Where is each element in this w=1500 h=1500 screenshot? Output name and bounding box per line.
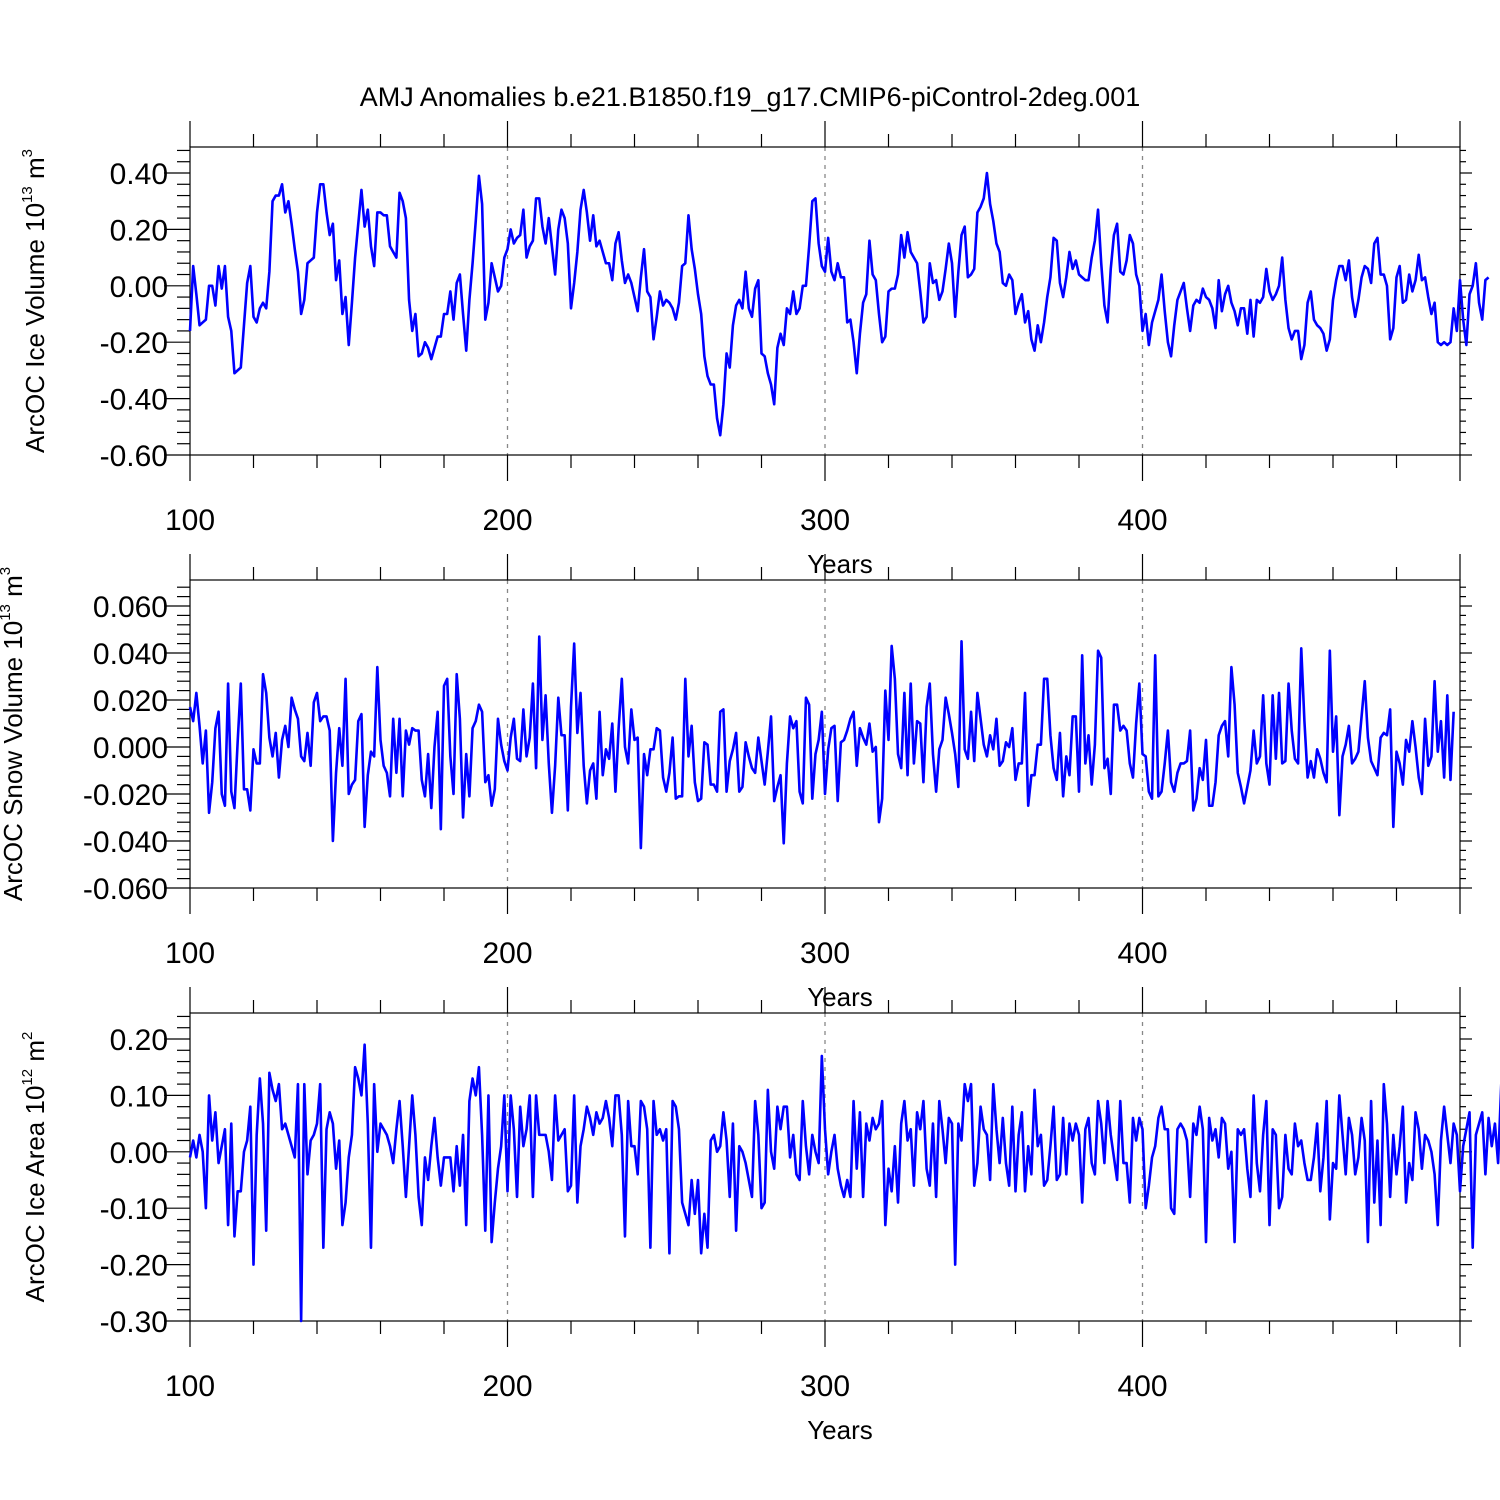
- x-tick-label: 200: [482, 1370, 532, 1403]
- x-tick-label: 100: [165, 504, 215, 537]
- series-line-1: [188, 1043, 1500, 1323]
- y-tick-label: 0.10: [110, 1080, 168, 1113]
- y-axis-label: ArcOC Ice Area 1012 m2: [19, 1032, 50, 1303]
- x-tick-label: 400: [1117, 1370, 1167, 1403]
- x-axis-label: Years: [807, 1415, 873, 1445]
- x-tick-label: 300: [800, 937, 850, 970]
- y-tick-label: -0.040: [83, 826, 168, 859]
- series-line-1: [188, 171, 1490, 437]
- y-tick-label: -0.060: [83, 873, 168, 906]
- x-tick-label: 200: [482, 504, 532, 537]
- series-line-1: [188, 635, 1455, 850]
- y-tick-label: 0.040: [93, 638, 168, 671]
- y-tick-label: -0.20: [100, 327, 168, 360]
- x-tick-label: 300: [800, 1370, 850, 1403]
- y-tick-label: -0.30: [100, 1306, 168, 1339]
- x-tick-label: 300: [800, 504, 850, 537]
- y-tick-label: 0.060: [93, 591, 168, 624]
- y-tick-label: -0.020: [83, 779, 168, 812]
- x-axis-label: Years: [807, 549, 873, 579]
- y-tick-label: -0.10: [100, 1193, 168, 1226]
- y-tick-label: -0.60: [100, 440, 168, 473]
- y-tick-label: 0.020: [93, 685, 168, 718]
- y-tick-label: 0.00: [110, 271, 168, 304]
- y-axis-label: ArcOC Ice Volume 1013 m3: [19, 149, 50, 453]
- panel-1: -0.60 -0.40 -0.20 0.00 0.20 0.40 100 200 300 400 Y…: [19, 121, 1490, 579]
- panel-2: -0.060 -0.040 -0.020 0.000 0.020 0.040 0.060 10…: [0, 554, 1472, 1012]
- x-tick-label: 100: [165, 937, 215, 970]
- y-tick-label: 0.00: [110, 1137, 168, 1170]
- y-tick-label: 0.20: [110, 1024, 168, 1057]
- x-axis-label: Years: [807, 982, 873, 1012]
- figure-title: AMJ Anomalies b.e21.B1850.f19_g17.CMIP6-…: [360, 82, 1140, 112]
- x-tick-label: 100: [165, 1370, 215, 1403]
- x-tick-label: 400: [1117, 937, 1167, 970]
- x-tick-label: 400: [1117, 504, 1167, 537]
- y-tick-label: 0.40: [110, 158, 168, 191]
- y-tick-label: 0.20: [110, 214, 168, 247]
- y-tick-label: -0.40: [100, 384, 168, 417]
- y-tick-label: 0.000: [93, 732, 168, 765]
- y-tick-label: -0.20: [100, 1250, 168, 1283]
- panels: -0.60 -0.40 -0.20 0.00 0.20 0.40 100 200 300 400 Y…: [0, 121, 1500, 1445]
- y-axis-label: ArcOC Snow Volume 1013 m3: [0, 567, 28, 901]
- x-tick-label: 200: [482, 937, 532, 970]
- panel-3: -0.30 -0.20 -0.10 0.00 0.10 0.20 100 200 300 400 Y…: [19, 987, 1500, 1445]
